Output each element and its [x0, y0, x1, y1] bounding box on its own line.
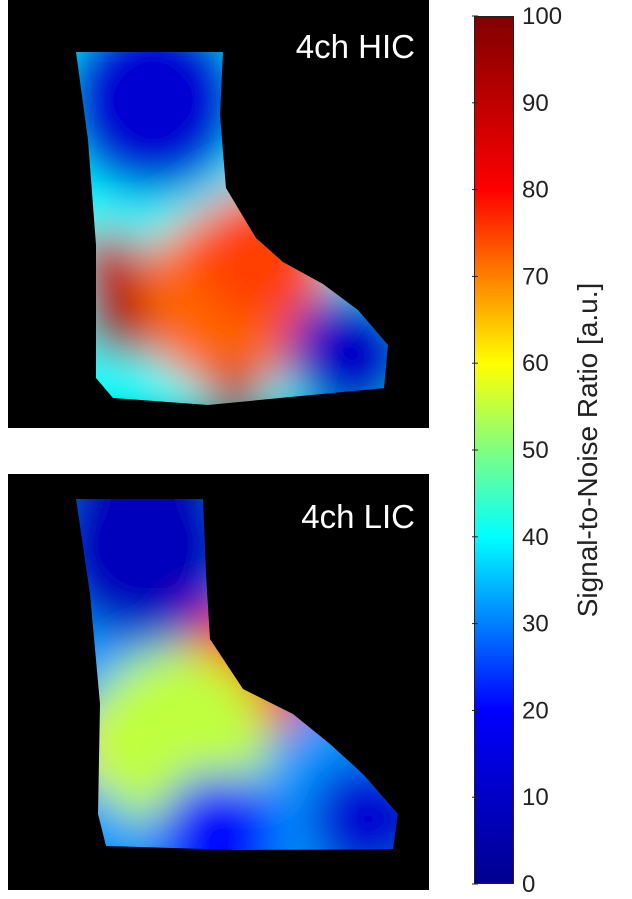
heatmap-region-lower-leg-top	[76, 499, 238, 639]
colorbar-label: Signal-to-Noise Ratio [a.u.]	[572, 282, 603, 618]
colorbar-tick-label: 30	[522, 611, 549, 638]
colorbar-tick-label: 60	[522, 350, 549, 377]
colorbar-tick-label: 100	[522, 3, 562, 30]
panel-4ch-lic: 4ch LIC	[8, 474, 429, 890]
colorbar-ticks: 0 10 20 30 40 50 60 70 80 90 100	[472, 3, 562, 898]
colorbar-tick-label: 40	[522, 524, 549, 551]
panel-title-hic: 4ch HIC	[295, 28, 415, 65]
colorbar-tick-label: 20	[522, 697, 549, 724]
heatmap-region-plantar-center	[210, 369, 262, 405]
colorbar-tick-label: 10	[522, 784, 549, 811]
colorbar	[474, 16, 514, 884]
colorbar-tick-label: 80	[522, 177, 549, 204]
heatmap-region-front-ankle	[193, 185, 333, 325]
heatmap-region-forefoot-toe	[288, 290, 388, 405]
heatmap-region-sole	[158, 774, 278, 850]
colorbar-tick-label: 0	[522, 871, 535, 898]
heatmap-region-lower-leg-top	[76, 52, 248, 195]
heatmap-region-forefoot-toe	[308, 759, 398, 850]
colorbar-tick-label: 70	[522, 263, 549, 290]
heatmap-region-lower-ankle-posterior	[76, 229, 144, 301]
colorbar-tick-label: 90	[522, 90, 549, 117]
heatmap-lic	[76, 499, 398, 850]
panel-title-lic: 4ch LIC	[301, 498, 415, 535]
panel-4ch-hic: 4ch HIC	[8, 0, 429, 428]
colorbar-tick-label: 50	[522, 437, 549, 464]
heatmap-hic	[76, 52, 388, 405]
